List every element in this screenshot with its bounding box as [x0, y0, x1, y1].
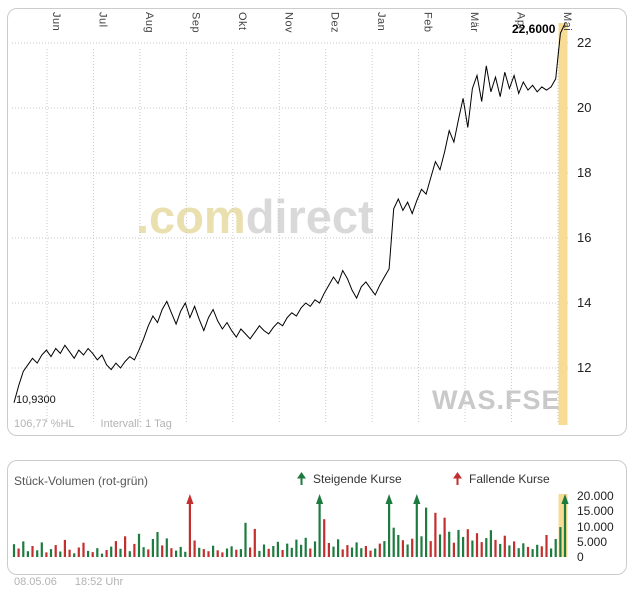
offscale-arrow — [316, 494, 324, 504]
high-low-percent: 106,77 %HL — [14, 418, 75, 430]
brand-watermark-com: .com — [136, 190, 246, 243]
last-price-annotation: 22,6000 — [512, 22, 556, 36]
current-period-highlight — [558, 23, 568, 425]
legend-rising-label: Steigende Kurse — [313, 472, 402, 486]
volume-chart — [12, 494, 569, 558]
timestamp-footer: 08.05.06 18:52 Uhr — [14, 576, 141, 588]
comdirect-brand-watermark: .comdirect — [136, 189, 374, 244]
up-arrow-icon-green — [297, 472, 306, 485]
time-label: 18:52 Uhr — [74, 576, 124, 588]
x-axis-label-feb: Feb — [421, 12, 434, 33]
x-axis-label-mai: Mai — [560, 12, 573, 32]
x-axis-label-mär: Mär — [468, 12, 481, 33]
price-axis-tick: 12 — [577, 360, 592, 375]
price-axis-tick: 14 — [577, 295, 592, 310]
price-axis-tick: 22 — [577, 35, 592, 50]
price-axis-tick: 18 — [577, 165, 592, 180]
offscale-arrow — [385, 494, 393, 504]
x-axis-label-aug: Aug — [142, 12, 155, 34]
interval-label: Intervall: 1 Tag — [100, 418, 172, 430]
up-arrow-icon-red — [453, 472, 462, 485]
offscale-arrow — [186, 494, 194, 504]
volume-chart-panel: Stück-Volumen (rot-grün) Steigende Kurse… — [7, 460, 627, 575]
offscale-arrow — [413, 494, 421, 504]
low-price-annotation: 10,9300 — [16, 394, 56, 406]
x-axis-label-dez: Dez — [328, 12, 341, 34]
price-axis-tick: 20 — [577, 100, 592, 115]
x-axis-label-nov: Nov — [282, 12, 295, 34]
x-axis-label-okt: Okt — [235, 12, 248, 31]
price-axis-tick: 16 — [577, 230, 592, 245]
volume-axis-tick: 15.000 — [577, 504, 614, 519]
legend-falling-label: Fallende Kurse — [469, 472, 550, 486]
volume-axis-tick: 10.000 — [577, 519, 614, 534]
legend-falling-prices: Fallende Kurse — [452, 472, 550, 486]
current-period-highlight — [558, 494, 568, 557]
volume-bars — [12, 494, 569, 558]
legend-rising-prices: Steigende Kurse — [296, 472, 402, 486]
price-chart — [12, 23, 570, 425]
x-axis-label-apr: Apr — [514, 12, 527, 31]
volume-axis-tick: 0 — [577, 550, 584, 564]
volume-axis-tick: 20.000 — [577, 489, 614, 503]
price-line — [13, 23, 566, 403]
volume-chart-title: Stück-Volumen (rot-grün) — [14, 474, 149, 488]
offscale-arrow — [561, 494, 569, 504]
volume-axis-tick: 5.000 — [577, 534, 608, 549]
x-axis-label-jul: Jul — [96, 12, 109, 28]
x-axis-label-jun: Jun — [50, 12, 62, 32]
date-label: 08.05.06 — [14, 576, 57, 588]
symbol-watermark: WAS.FSE — [432, 385, 561, 415]
price-chart-panel: .comdirect WAS.FSE 22,6000 10,9300 106,7… — [7, 8, 627, 436]
brand-watermark-direct: direct — [245, 190, 374, 243]
x-axis-label-jan: Jan — [375, 12, 388, 32]
price-chart-footer: 106,77 %HL Intervall: 1 Tag — [14, 418, 198, 430]
x-axis-label-sep: Sep — [189, 12, 202, 34]
